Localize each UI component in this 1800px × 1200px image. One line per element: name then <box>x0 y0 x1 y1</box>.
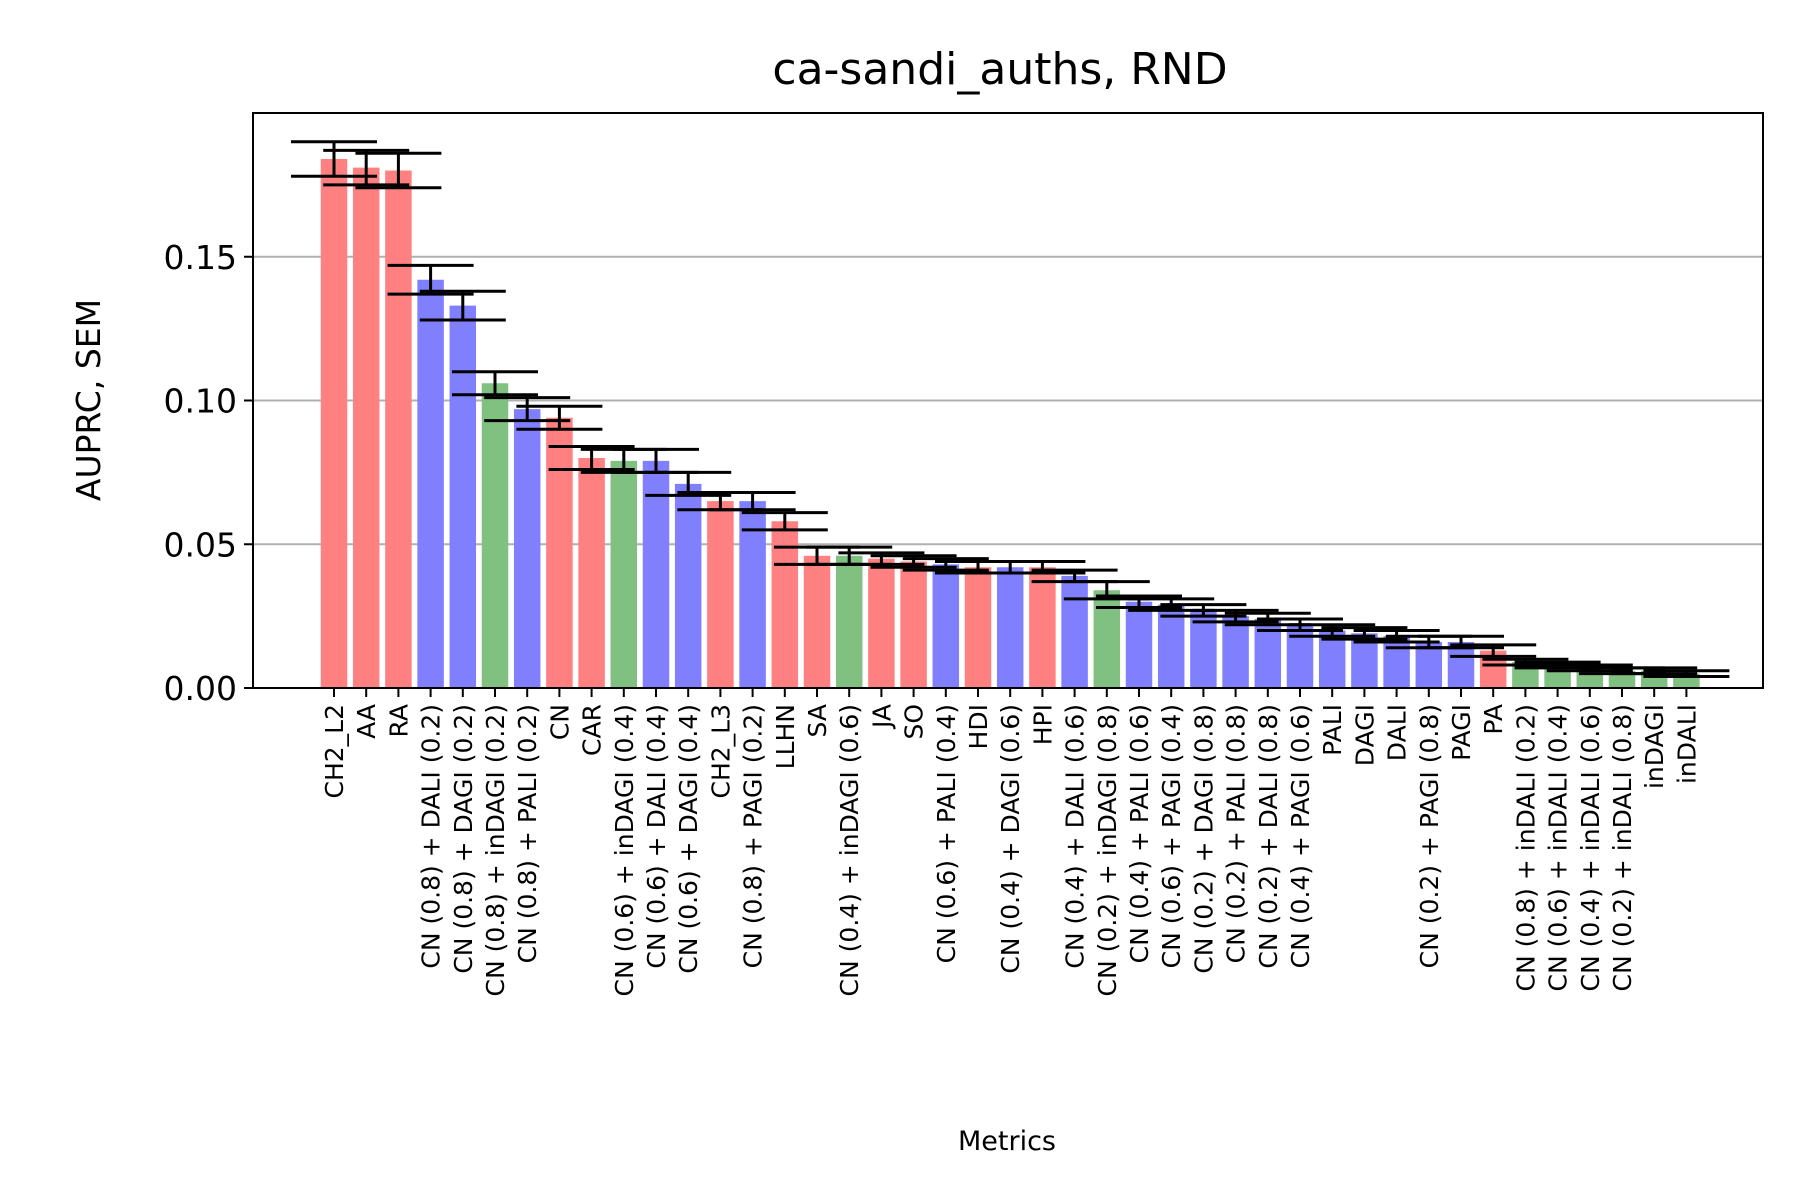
x-tick-label: CN (0.2) + inDAGI (0.8) <box>1093 704 1122 996</box>
bar <box>513 409 541 688</box>
x-tick-label: RA <box>384 704 413 737</box>
y-axis-ticks: 0.00 0.05 0.10 0.15 <box>164 238 253 708</box>
bar <box>1286 624 1314 688</box>
x-tick-label: JA <box>867 704 896 730</box>
x-axis-label: Metrics <box>958 1126 1056 1157</box>
bar <box>964 567 992 688</box>
bar <box>803 555 831 688</box>
bar <box>932 564 960 688</box>
y-tick-label: 0.10 <box>164 382 237 421</box>
bar <box>771 521 799 688</box>
x-tick-label: CN (0.8) + inDAGI (0.2) <box>481 704 510 996</box>
x-tick-label: CAR <box>578 704 607 756</box>
x-axis-ticks: CH2_L2 AA RA CN (0.8) + DALI (0.2) CN (0.8) … <box>320 688 1701 996</box>
error-bars <box>291 140 1730 678</box>
bar <box>900 561 927 688</box>
x-tick-label: CN (0.4) + inDAGI (0.6) <box>835 704 864 996</box>
bar <box>546 417 573 688</box>
x-tick-label: CN (0.6) + inDAGI (0.4) <box>610 704 639 996</box>
plot-frame <box>252 112 1764 689</box>
bar <box>352 167 380 688</box>
bar <box>385 170 412 688</box>
x-tick-label: CN (0.8) + PALI (0.2) <box>513 704 542 963</box>
x-tick-label: CN (0.6) + DALI (0.4) <box>642 704 671 969</box>
bar <box>1415 642 1443 688</box>
x-tick-label: CN (0.4) + DALI (0.6) <box>1061 704 1090 969</box>
bar <box>707 501 734 688</box>
x-tick-label: DALI <box>1383 704 1412 761</box>
x-tick-label: CN (0.2) + PAGI (0.8) <box>1415 704 1444 968</box>
x-tick-label: PALI <box>1318 704 1347 756</box>
bar <box>739 501 766 688</box>
grid-lines <box>253 255 1763 546</box>
x-tick-label: CN (0.8) + DAGI (0.2) <box>449 704 478 974</box>
x-tick-label: CN (0.8) + DALI (0.2) <box>417 704 446 969</box>
bar <box>642 460 670 688</box>
y-tick-label: 0.00 <box>164 669 237 708</box>
x-tick-label: LLHN <box>771 704 800 769</box>
bar <box>1383 636 1410 688</box>
x-tick-label: inDALI <box>1672 704 1701 784</box>
bar <box>1222 616 1249 688</box>
bar <box>996 567 1024 688</box>
bar <box>481 383 509 688</box>
x-tick-label: CN (0.8) + PAGI (0.2) <box>739 704 768 968</box>
x-tick-label: CN (0.2) + DAGI (0.8) <box>1189 704 1218 974</box>
x-tick-label: CN (0.2) + inDALI (0.8) <box>1608 704 1637 991</box>
x-tick-label: CN (0.6) + inDALI (0.4) <box>1544 704 1573 991</box>
bar <box>1029 567 1056 688</box>
bar <box>1093 590 1121 688</box>
x-tick-label: CN <box>545 704 574 740</box>
x-tick-label: CN (0.4) + inDALI (0.6) <box>1576 704 1605 991</box>
x-tick-label: CN (0.4) + PALI (0.6) <box>1125 704 1154 963</box>
x-tick-label: inDAGI <box>1640 704 1669 789</box>
y-tick-label: 0.15 <box>164 238 237 277</box>
bars <box>320 159 1700 688</box>
y-axis-label: AUPRC, SEM <box>69 299 108 501</box>
x-tick-label: DAGI <box>1350 704 1379 766</box>
x-tick-label: CN (0.4) + DAGI (0.6) <box>996 704 1025 974</box>
bar <box>1447 642 1475 688</box>
chart-title: ca-sandi_auths, RND <box>772 44 1227 95</box>
bar <box>610 460 638 688</box>
x-tick-label: HPI <box>1028 704 1057 745</box>
x-tick-label: CN (0.6) + PAGI (0.4) <box>1157 704 1186 968</box>
x-tick-label: CH2_L2 <box>320 704 349 799</box>
x-tick-label: HDI <box>964 704 993 749</box>
x-tick-label: CH2_L3 <box>706 704 735 799</box>
x-tick-label: CN (0.2) + DALI (0.8) <box>1254 704 1283 969</box>
y-tick-label: 0.05 <box>164 525 237 564</box>
x-tick-label: SO <box>900 704 929 740</box>
x-tick-label: AA <box>352 704 381 739</box>
bar <box>835 555 863 688</box>
bar <box>1157 604 1185 688</box>
bar <box>674 483 702 688</box>
bar <box>868 558 895 688</box>
bar <box>449 305 477 688</box>
x-tick-label: CN (0.6) + PALI (0.4) <box>932 704 961 963</box>
x-tick-label: CN (0.6) + DAGI (0.4) <box>674 704 703 974</box>
x-tick-label: SA <box>803 704 832 737</box>
bar <box>1061 575 1088 688</box>
x-tick-label: CN (0.4) + PAGI (0.6) <box>1286 704 1315 968</box>
x-tick-label: PA <box>1479 704 1508 735</box>
x-tick-label: CN (0.2) + PALI (0.8) <box>1222 704 1251 963</box>
x-tick-label: PAGI <box>1447 704 1476 761</box>
bar <box>1125 601 1153 688</box>
bar <box>320 159 348 688</box>
bar <box>417 279 444 688</box>
x-tick-label: CN (0.8) + inDALI (0.2) <box>1511 704 1540 991</box>
bar <box>578 458 605 688</box>
